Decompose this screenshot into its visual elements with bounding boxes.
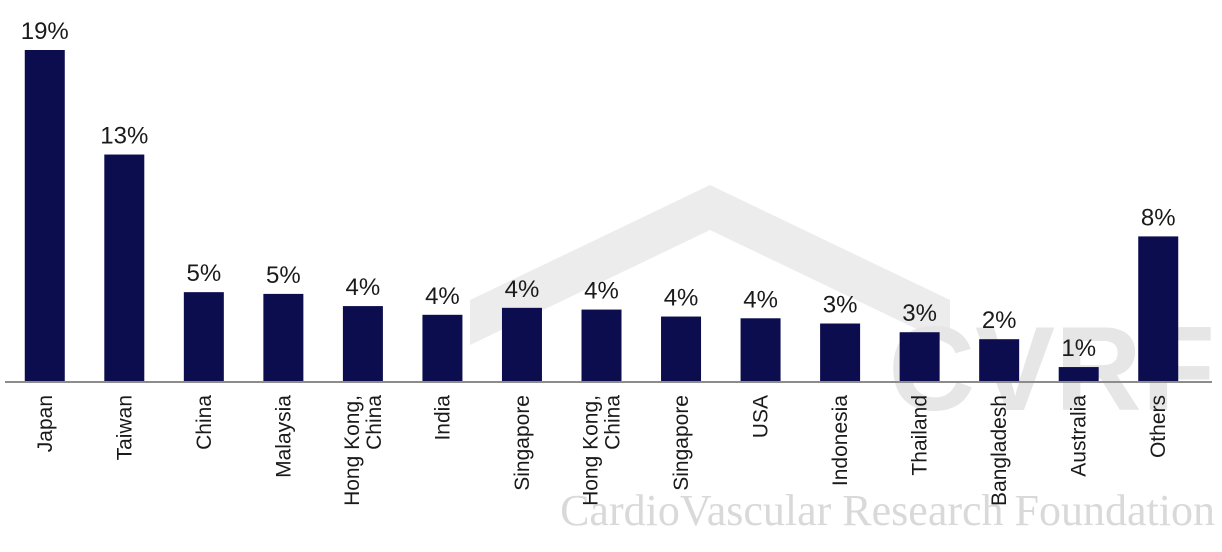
data-label: 4% <box>505 276 540 303</box>
bar <box>263 293 304 381</box>
category-label: Taiwan <box>113 395 136 460</box>
category-label: China <box>602 395 625 450</box>
bar <box>422 314 463 381</box>
data-label: 13% <box>100 123 148 150</box>
bar <box>104 154 145 381</box>
category-labels-group: Japan Taiwan China Malaysia Hong Kong, China I… <box>34 395 1170 506</box>
category-label: Hong Kong, <box>341 395 364 506</box>
bar <box>820 323 861 381</box>
bars-group <box>24 50 1179 381</box>
data-label: 2% <box>982 307 1017 334</box>
category-label: Thailand <box>909 395 932 476</box>
data-label: 4% <box>743 286 778 313</box>
category-label: Australia <box>1068 395 1091 477</box>
data-label: 4% <box>584 278 619 305</box>
bar <box>342 306 383 381</box>
bar <box>661 316 702 381</box>
data-label: 5% <box>266 262 301 289</box>
bar <box>740 318 781 381</box>
bar <box>183 292 224 381</box>
data-label: 3% <box>823 292 858 319</box>
data-label: 4% <box>664 285 699 312</box>
category-label: Japan <box>34 395 57 452</box>
data-label: 3% <box>902 300 937 327</box>
data-labels-group: 19% 13% 5% 5% 4% 4% 4% 4% 4% 4% 3% 3% 2% 1% 8% <box>21 18 1176 362</box>
bar <box>899 332 940 381</box>
category-label: India <box>431 395 454 441</box>
category-label: Bangladesh <box>988 395 1011 506</box>
category-label: China <box>193 395 216 450</box>
data-label: 4% <box>346 274 381 301</box>
category-label: Singapore <box>511 395 534 491</box>
bar <box>24 50 65 381</box>
bar <box>1058 367 1099 381</box>
data-label: 4% <box>425 283 460 310</box>
category-label: Hong Kong, <box>580 395 603 506</box>
data-label: 1% <box>1061 335 1096 362</box>
category-label: Indonesia <box>829 395 852 486</box>
category-label: Singapore <box>670 395 693 491</box>
category-label: China <box>363 395 386 450</box>
category-label: Others <box>1147 395 1170 458</box>
data-label: 19% <box>21 18 69 45</box>
bar <box>501 307 542 381</box>
data-label: 8% <box>1141 204 1176 231</box>
bar <box>1138 236 1179 381</box>
data-label: 5% <box>186 260 221 287</box>
bar <box>581 309 622 381</box>
category-label: USA <box>750 395 773 438</box>
watermark-tagline: CardioVascular Research Foundation <box>560 486 1215 535</box>
category-label: Malaysia <box>272 395 295 478</box>
watermark-chevron-shape <box>470 185 950 345</box>
bar <box>979 339 1020 381</box>
